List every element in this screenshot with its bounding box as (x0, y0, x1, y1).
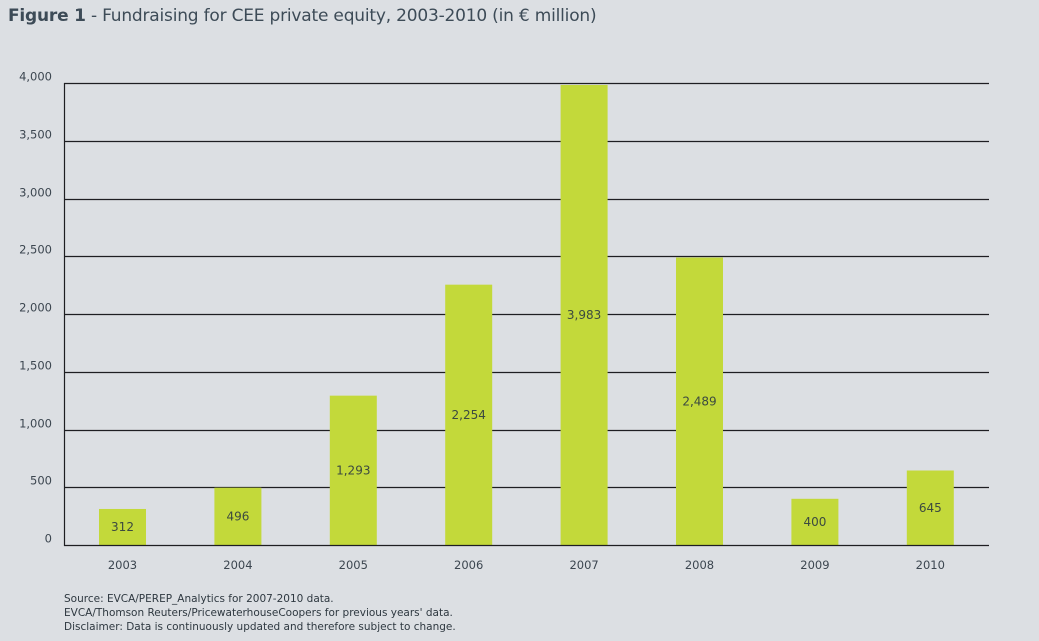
x-tick-label: 2004 (223, 558, 252, 572)
labels: 0 500 1,000 1,500 2,000 2,500 3,000 3,500 4,000 3… (19, 70, 945, 573)
bar-2010 (906, 470, 954, 545)
bar-2004 (214, 487, 262, 545)
source-line: Disclaimer: Data is continuously updated… (64, 621, 456, 633)
data-label: 2,489 (682, 394, 716, 408)
source-notes: Source: EVCA/PEREP_Analytics for 2007-20… (64, 592, 456, 634)
y-tick-label: 0 (45, 532, 52, 546)
x-tick-label: 2006 (454, 558, 483, 572)
x-tick-label: 2008 (685, 558, 714, 572)
y-tick-label: 3,500 (19, 128, 52, 142)
y-tick-label: 4,000 (19, 70, 52, 84)
source-line: Source: EVCA/PEREP_Analytics for 2007-20… (64, 593, 334, 605)
data-label: 496 (226, 509, 249, 523)
bar-2008 (676, 257, 723, 545)
chart-title: Figure 1 - Fundraising for CEE private e… (8, 6, 597, 26)
figure-caption: - Fundraising for CEE private equity, 20… (85, 6, 597, 26)
bar-2007 (560, 84, 608, 545)
data-label: 645 (919, 501, 942, 515)
data-label: 1,293 (336, 463, 370, 477)
figure-number: Figure 1 (8, 6, 86, 26)
y-tick-label: 500 (30, 474, 52, 488)
bar-2009 (791, 498, 839, 545)
source-line: EVCA/Thomson Reuters/PricewaterhouseCoop… (64, 607, 453, 619)
x-tick-label: 2003 (108, 558, 137, 572)
bar-2005 (329, 395, 377, 545)
y-tick-label: 2,500 (19, 243, 52, 257)
x-tick-label: 2010 (916, 558, 945, 572)
x-tick-label: 2009 (800, 558, 829, 572)
bar-2003 (99, 508, 146, 545)
bar-2006 (445, 284, 493, 545)
axes (63, 83, 989, 547)
y-tick-label: 1,000 (19, 417, 52, 431)
x-tick-label: 2005 (339, 558, 368, 572)
data-label: 3,983 (567, 308, 601, 322)
data-label: 2,254 (452, 408, 486, 422)
y-tick-label: 1,500 (19, 359, 52, 373)
data-label: 400 (803, 515, 826, 529)
x-tick-label: 2007 (569, 558, 598, 572)
bars (99, 84, 954, 545)
gridlines (64, 82, 989, 489)
y-tick-label: 3,000 (19, 186, 52, 200)
y-tick-label: 2,000 (19, 301, 52, 315)
data-label: 312 (111, 520, 134, 534)
